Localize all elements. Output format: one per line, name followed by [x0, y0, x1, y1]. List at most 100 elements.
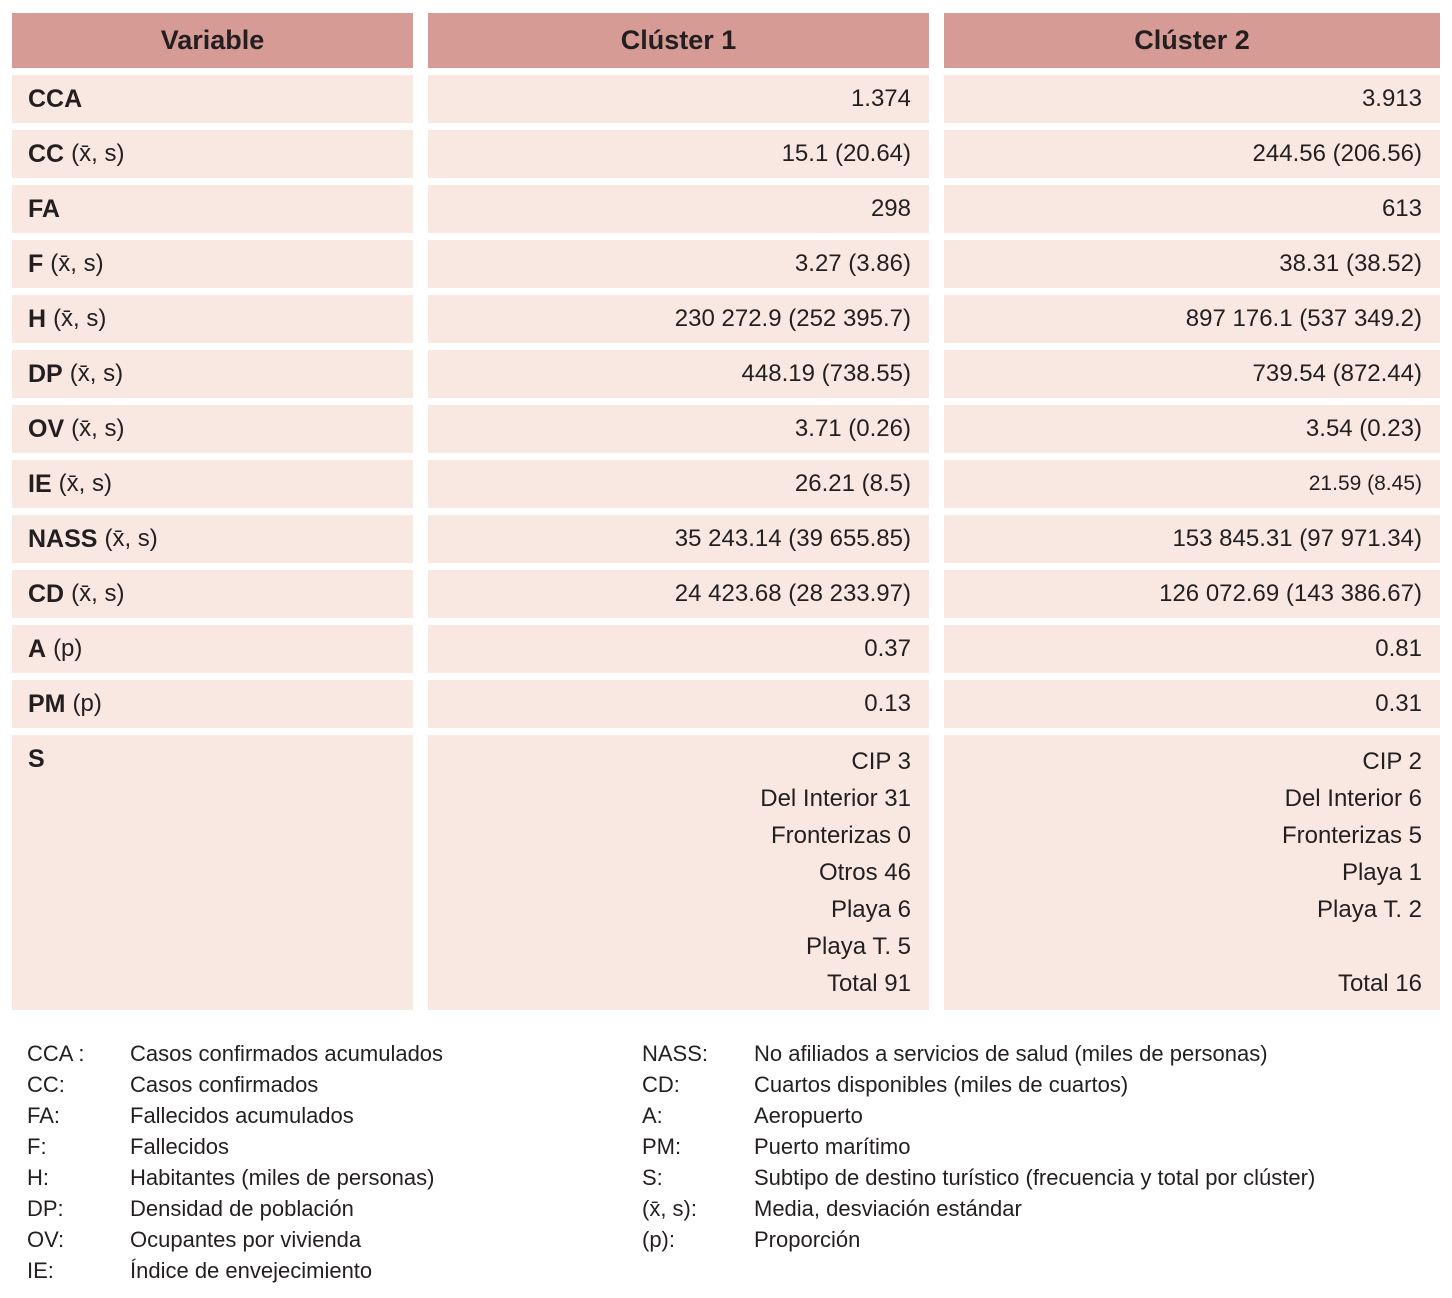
cluster2-value: 0.31 [944, 680, 1440, 728]
cluster1-value: 3.71 (0.26) [428, 405, 929, 453]
legend-abbr: CCA : [27, 1041, 85, 1066]
variable-abbr: CC [28, 139, 65, 168]
cluster2-value: 3.54 (0.23) [944, 405, 1440, 453]
variable-suffix: (x̄, s) [53, 305, 107, 332]
cluster2-value: 21.59 (8.45) [944, 460, 1440, 508]
variable-abbr: DP [28, 359, 63, 388]
legend-desc: Aeropuerto [754, 1103, 863, 1128]
legend-desc: Fallecidos [130, 1134, 230, 1159]
s-subtype-line: Otros 46 [818, 859, 911, 886]
legend-abbr: PM: [642, 1134, 682, 1159]
variable-abbr: FA [28, 194, 60, 223]
s-subtype-line: Del Interior 31 [760, 785, 911, 812]
variable-suffix: (x̄, s) [71, 580, 125, 607]
legend-abbr: CC: [27, 1072, 65, 1097]
cluster-comparison-table: Variable Clúster 1 Clúster 2 CCA 1.374 3.9… [12, 13, 1440, 1010]
legend-abbr: F: [27, 1134, 47, 1159]
variable-abbr: S [28, 745, 45, 773]
row-label-FA: FA [12, 185, 413, 233]
variable-abbr: PM [28, 689, 66, 718]
legend-desc: Casos confirmados [130, 1072, 319, 1097]
variable-abbr: IE [28, 469, 52, 498]
row-label-CC: CC (x̄, s) [12, 130, 413, 178]
variable-abbr: H [28, 304, 47, 333]
s-subtype-line: Total 16 [1337, 970, 1422, 997]
cluster2-value: 739.54 (872.44) [944, 350, 1440, 398]
abbreviation-legend: CCA : Casos confirmados acumulados NASS: No… [12, 1038, 1440, 1286]
row-label-H: H (x̄, s) [12, 295, 413, 343]
cluster2-value: 3.913 [944, 75, 1440, 123]
cluster1-value: 0.37 [428, 625, 929, 673]
variable-abbr: F [28, 249, 44, 278]
row-label-PM: PM (p) [12, 680, 413, 728]
variable-suffix: (x̄, s) [71, 415, 125, 442]
row-label-A: A (p) [12, 625, 413, 673]
s-subtype-line: Fronterizas 5 [1281, 822, 1422, 849]
cluster2-value: 613 [944, 185, 1440, 233]
legend-abbr: IE: [27, 1258, 54, 1283]
row-label-CCA: CCA [12, 75, 413, 123]
cluster2-value: 244.56 (206.56) [944, 130, 1440, 178]
variable-abbr: OV [28, 414, 65, 443]
legend-desc-empty [754, 1255, 1440, 1286]
legend-desc: Ocupantes por vivienda [130, 1227, 362, 1252]
cluster1-value: 26.21 (8.5) [428, 460, 929, 508]
variable-abbr: CD [28, 579, 65, 608]
variable-abbr: A [28, 634, 47, 663]
variable-suffix: (x̄, s) [104, 525, 158, 552]
legend-desc: Media, desviación estándar [754, 1196, 1022, 1221]
cluster1-value: 0.13 [428, 680, 929, 728]
cluster2-value: 897 176.1 (537 349.2) [944, 295, 1440, 343]
s-subtype-line: Playa 1 [1341, 859, 1422, 886]
cluster2-value: 0.81 [944, 625, 1440, 673]
s-subtype-line: Playa 6 [830, 896, 911, 923]
column-header-variable: Variable [12, 13, 413, 68]
row-label-S: S [12, 735, 413, 1010]
variable-suffix: (x̄, s) [71, 140, 125, 167]
s-subtype-line: Playa T. 5 [806, 933, 911, 960]
legend-abbr: A: [642, 1103, 663, 1128]
variable-abbr: CCA [28, 84, 83, 113]
s-subtype-line: Total 91 [826, 970, 911, 997]
legend-abbr: FA: [27, 1103, 61, 1128]
cluster2-subtype-values: CIP 2 Del Interior 6 Fronterizas 5 Playa 1 P… [944, 735, 1440, 1010]
legend-abbr: (x̄, s): [642, 1196, 697, 1221]
legend-desc: Subtipo de destino turístico (frecuencia… [754, 1165, 1316, 1190]
cluster1-value: 230 272.9 (252 395.7) [428, 295, 929, 343]
legend-abbr: NASS: [642, 1041, 709, 1066]
row-label-DP: DP (x̄, s) [12, 350, 413, 398]
legend-abbr: (p): [642, 1227, 675, 1252]
legend-abbr: OV: [27, 1227, 65, 1252]
variable-suffix: (x̄, s) [69, 360, 124, 387]
legend-desc: Proporción [754, 1227, 861, 1252]
cluster1-value: 3.27 (3.86) [428, 240, 929, 288]
row-label-OV: OV (x̄, s) [12, 405, 413, 453]
row-label-IE: IE (x̄, s) [12, 460, 413, 508]
legend-desc: Fallecidos acumulados [130, 1103, 354, 1128]
s-subtype-line: CIP 3 [851, 748, 911, 775]
legend-desc: Índice de envejecimiento [130, 1258, 373, 1283]
s-subtype-line: Fronterizas 0 [770, 822, 911, 849]
legend-abbr: CD: [642, 1072, 680, 1097]
cluster1-value: 1.374 [428, 75, 929, 123]
s-subtype-line: Del Interior 6 [1284, 785, 1422, 812]
legend-desc: Puerto marítimo [754, 1134, 911, 1159]
legend-desc: Cuartos disponibles (miles de cuartos) [754, 1072, 1129, 1097]
cluster1-subtype-values: CIP 3 Del Interior 31 Fronterizas 0 Otros 4… [428, 735, 929, 1010]
column-header-cluster2: Clúster 2 [944, 13, 1440, 68]
cluster1-value: 448.19 (738.55) [428, 350, 929, 398]
cluster1-value: 24 423.68 (28 233.97) [428, 570, 929, 618]
legend-abbr: DP: [27, 1196, 64, 1221]
legend-desc: Casos confirmados acumulados [130, 1041, 444, 1066]
cluster1-value: 298 [428, 185, 929, 233]
s-subtype-line: CIP 2 [1362, 748, 1422, 775]
variable-suffix: (x̄, s) [50, 250, 104, 277]
legend-desc: No afiliados a servicios de salud (miles… [754, 1041, 1268, 1066]
row-label-CD: CD (x̄, s) [12, 570, 413, 618]
s-subtype-line: Playa T. 2 [1317, 896, 1422, 923]
cluster1-value: 15.1 (20.64) [428, 130, 929, 178]
cluster2-value: 126 072.69 (143 386.67) [944, 570, 1440, 618]
legend-abbr-empty [642, 1255, 754, 1286]
row-label-NASS: NASS (x̄, s) [12, 515, 413, 563]
